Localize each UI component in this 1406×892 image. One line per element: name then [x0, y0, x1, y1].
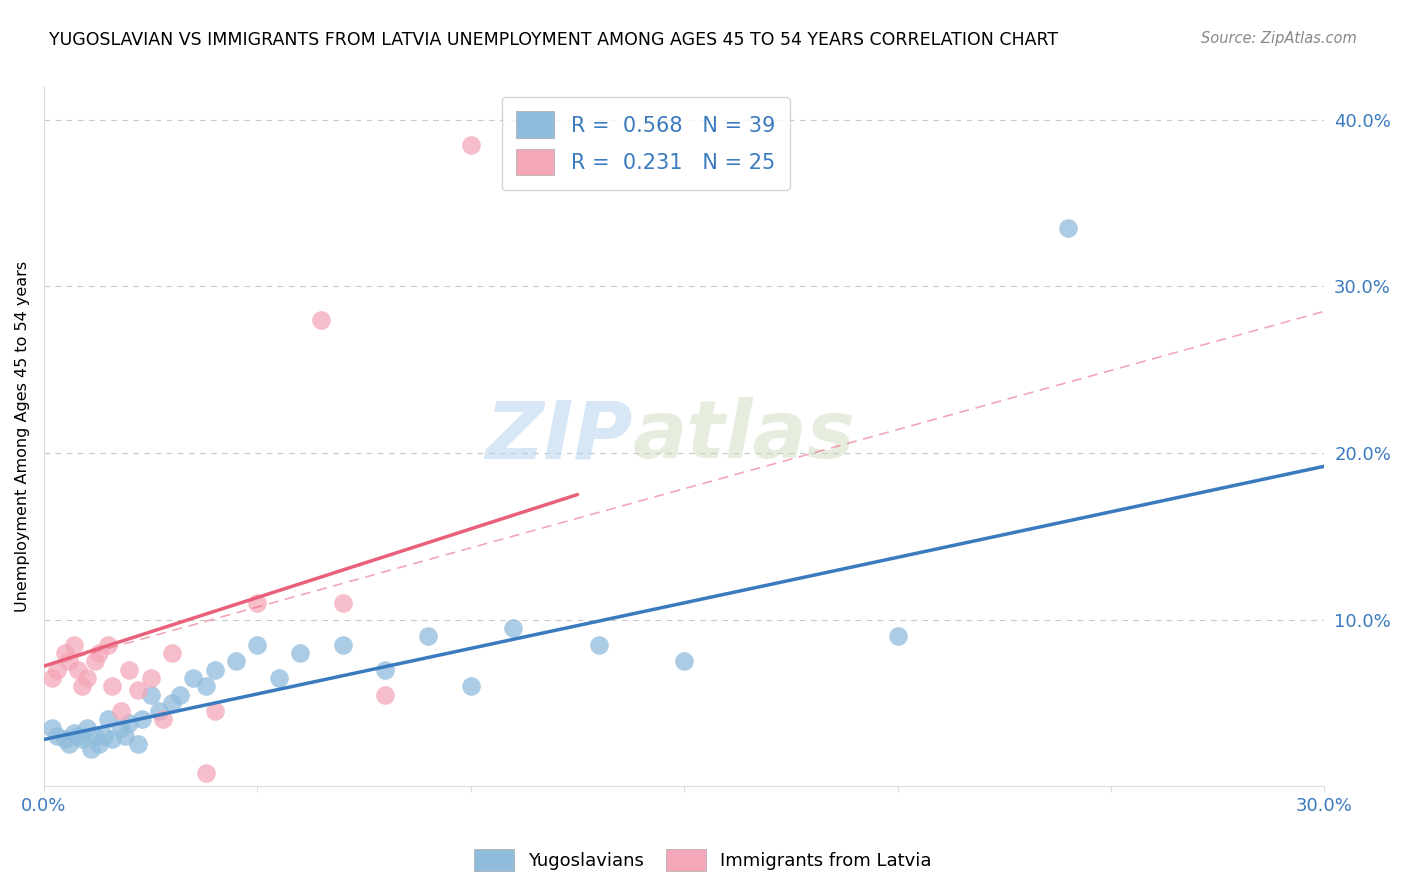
Point [416, 629, 439, 643]
Point [139, 688, 162, 702]
Text: Source: ZipAtlas.com: Source: ZipAtlas.com [1201, 31, 1357, 46]
Point [72, 732, 94, 747]
Point [246, 638, 269, 652]
Point [89, 738, 111, 752]
Point [267, 671, 290, 685]
Point [93, 729, 115, 743]
Point [80, 742, 103, 756]
Text: ZIP: ZIP [485, 397, 633, 475]
Point [110, 704, 132, 718]
Point [101, 732, 124, 747]
Point [225, 654, 247, 668]
Point [195, 679, 218, 693]
Point [62, 726, 84, 740]
Point [53, 732, 76, 747]
Point [72, 679, 94, 693]
Point [152, 713, 174, 727]
Point [195, 765, 218, 780]
Point [118, 715, 141, 730]
Point [62, 638, 84, 652]
Y-axis label: Unemployment Among Ages 45 to 54 years: Unemployment Among Ages 45 to 54 years [15, 260, 30, 612]
Point [311, 312, 333, 326]
Point [84, 654, 107, 668]
Point [181, 671, 204, 685]
Point [886, 629, 908, 643]
Point [76, 671, 98, 685]
Point [89, 646, 111, 660]
Point [139, 671, 162, 685]
Point [45, 663, 67, 677]
Point [58, 738, 80, 752]
Point [127, 682, 149, 697]
Point [673, 654, 696, 668]
Point [148, 704, 170, 718]
Point [204, 704, 226, 718]
Point [118, 663, 141, 677]
Point [374, 688, 396, 702]
Point [204, 663, 226, 677]
Point [502, 621, 524, 635]
Point [332, 638, 354, 652]
Point [101, 679, 124, 693]
Point [76, 721, 98, 735]
Point [58, 654, 80, 668]
Point [127, 738, 149, 752]
Point [45, 729, 67, 743]
Point [332, 596, 354, 610]
Point [1057, 221, 1080, 235]
Point [41, 721, 63, 735]
Point [97, 638, 120, 652]
Point [67, 729, 90, 743]
Point [97, 713, 120, 727]
Text: YUGOSLAVIAN VS IMMIGRANTS FROM LATVIA UNEMPLOYMENT AMONG AGES 45 TO 54 YEARS COR: YUGOSLAVIAN VS IMMIGRANTS FROM LATVIA UN… [49, 31, 1059, 49]
Text: atlas: atlas [633, 397, 856, 475]
Point [160, 696, 183, 710]
Point [588, 638, 610, 652]
Point [110, 721, 132, 735]
Point [53, 646, 76, 660]
Point [246, 596, 269, 610]
Point [374, 663, 396, 677]
Point [67, 663, 90, 677]
Legend: R =  0.568   N = 39, R =  0.231   N = 25: R = 0.568 N = 39, R = 0.231 N = 25 [502, 96, 790, 190]
Legend: Yugoslavians, Immigrants from Latvia: Yugoslavians, Immigrants from Latvia [467, 842, 939, 879]
Point [41, 671, 63, 685]
Point [114, 729, 136, 743]
Point [460, 137, 482, 152]
Point [160, 646, 183, 660]
Point [131, 713, 153, 727]
Point [169, 688, 191, 702]
Point [288, 646, 311, 660]
Point [460, 679, 482, 693]
Point [84, 729, 107, 743]
